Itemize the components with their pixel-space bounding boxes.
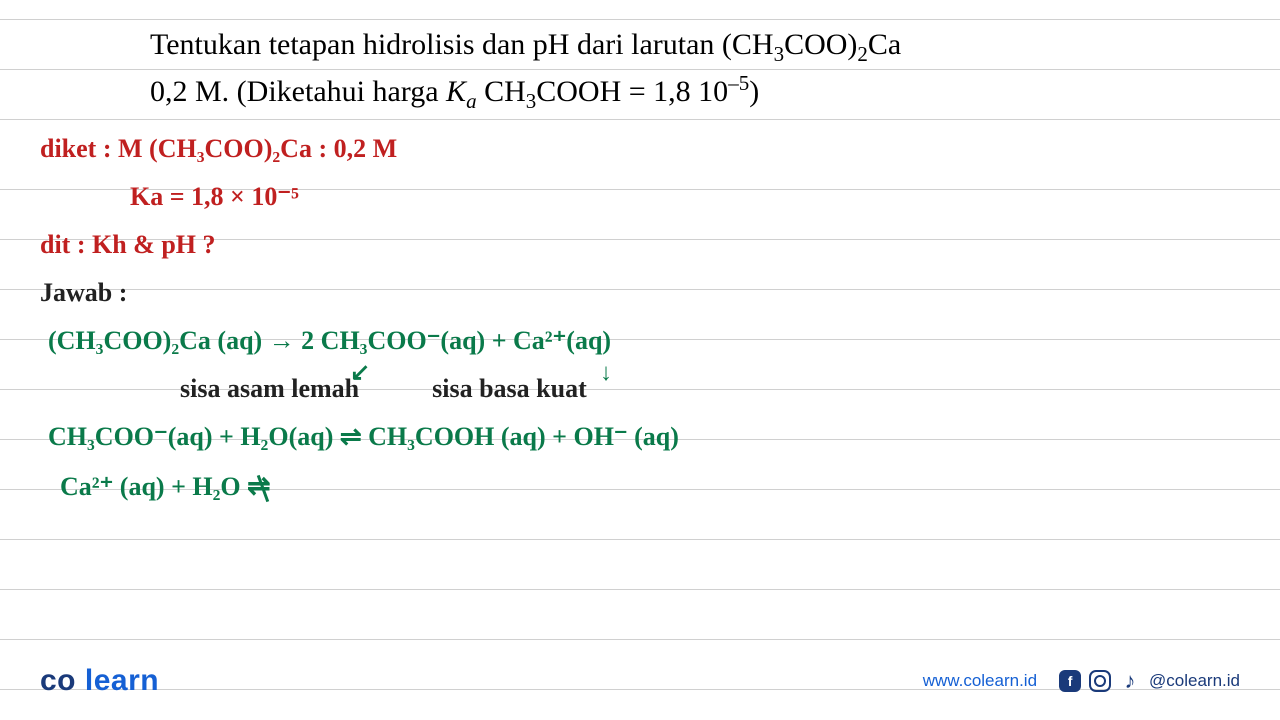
q-sub2: 2 <box>857 42 868 66</box>
q-line2-close: ) <box>749 75 759 108</box>
instagram-icon <box>1089 670 1111 692</box>
q-line1-pre: Tentukan tetapan hidrolisis dan pH dari … <box>150 28 774 61</box>
footer-right: www.colearn.id f ♪ @colearn.id <box>923 670 1240 692</box>
equation-1: (CH₃COO)₂Ca (aq) → 2 CH₃COO⁻(aq) + Ca²⁺(… <box>48 317 1240 365</box>
eq3-arrow: ⇌ <box>247 471 270 502</box>
equation-2: CH₃COO⁻(aq) + H₂O(aq) ⇌ CH₃COOH (aq) + O… <box>48 413 1240 461</box>
brand-logo: co learn <box>40 664 159 698</box>
q-ka: K <box>446 75 466 108</box>
ka-line: Ka = 1,8 × 10⁻⁵ <box>130 173 1240 221</box>
equation-3: Ca²⁺ (aq) + H₂O ⇌ <box>60 461 1240 513</box>
logo-co: co <box>40 664 85 697</box>
eq3-left: Ca²⁺ (aq) + H₂O <box>60 472 247 501</box>
social-handle: @colearn.id <box>1149 671 1240 691</box>
q-line2-post: COOH = 1,8 10 <box>536 75 728 108</box>
facebook-icon: f <box>1059 670 1081 692</box>
footer: co learn www.colearn.id f ♪ @colearn.id <box>0 664 1280 698</box>
q-line1-post: Ca <box>868 28 901 61</box>
diket-label: diket : <box>40 134 118 163</box>
arrow-down-icon: ↓ <box>600 351 612 395</box>
tiktok-icon: ♪ <box>1119 670 1141 692</box>
q-ka-sub: a <box>466 89 477 113</box>
website-url: www.colearn.id <box>923 671 1037 691</box>
social-icons: f ♪ @colearn.id <box>1059 670 1240 692</box>
no-reaction-icon: ⇌ <box>247 461 270 513</box>
handwritten-work: diket : M (CH₃COO)₂Ca : 0,2 M Ka = 1,8 ×… <box>40 125 1240 513</box>
arrow-down-left-icon: ↙ <box>350 351 370 395</box>
q-line2-mid: CH <box>477 75 526 108</box>
q-sub1: 3 <box>774 42 785 66</box>
page-content: Tentukan tetapan hidrolisis dan pH dari … <box>0 0 1280 513</box>
diket-line: diket : M (CH₃COO)₂Ca : 0,2 M <box>40 125 1240 173</box>
question-text: Tentukan tetapan hidrolisis dan pH dari … <box>150 24 1240 117</box>
q-line2-sup: –5 <box>728 71 749 95</box>
annot-weak-acid: sisa asam lemah <box>180 374 359 403</box>
dit-line: dit : Kh & pH ? <box>40 221 1240 269</box>
annotation-row: sisa asam lemah sisa basa kuat <box>40 365 1240 413</box>
jawab-label: Jawab : <box>40 269 1240 317</box>
annot-strong-base: sisa basa kuat <box>432 374 587 403</box>
q-line2-pre: 0,2 M. (Diketahui harga <box>150 75 446 108</box>
q-line1-mid: COO) <box>784 28 857 61</box>
diket-m: M (CH₃COO)₂Ca : 0,2 M <box>118 134 397 163</box>
q-line2-sub: 3 <box>526 89 537 113</box>
logo-learn: learn <box>85 664 159 697</box>
